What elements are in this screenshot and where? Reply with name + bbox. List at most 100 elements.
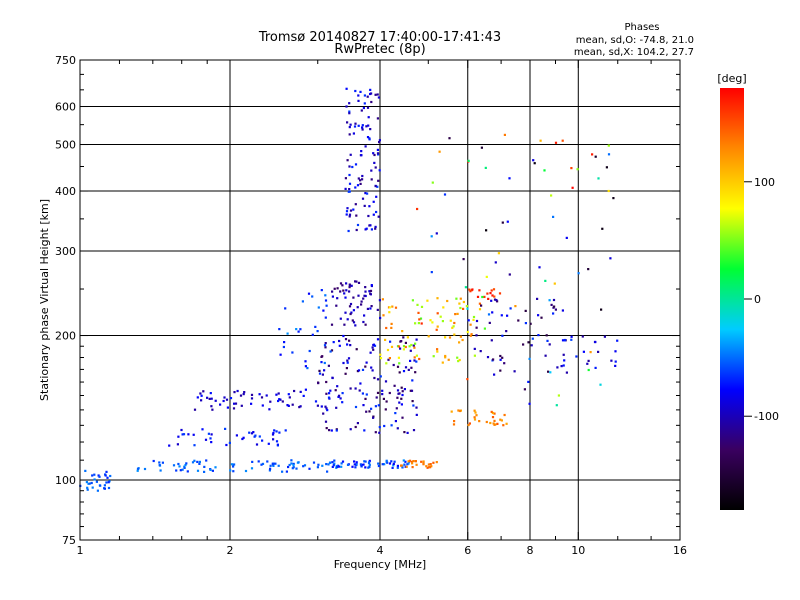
data-point (361, 124, 364, 127)
data-point (373, 161, 376, 164)
data-point (436, 325, 439, 328)
data-point (390, 322, 393, 325)
data-point (381, 389, 384, 392)
data-point (364, 290, 367, 293)
data-point (552, 312, 555, 315)
data-point (473, 409, 476, 412)
data-point (107, 481, 110, 484)
data-point (374, 405, 377, 408)
data-point (381, 463, 384, 466)
data-point (198, 462, 201, 465)
data-point (172, 464, 176, 467)
data-point (540, 316, 543, 319)
data-point (348, 283, 351, 286)
data-point (346, 359, 349, 362)
data-point (346, 463, 350, 466)
data-point (469, 323, 472, 326)
data-point (348, 188, 351, 191)
x-tick-label: 2 (227, 544, 234, 557)
data-point (364, 365, 367, 368)
data-point (485, 420, 488, 424)
data-point (352, 296, 355, 299)
data-point (385, 400, 388, 403)
data-point (276, 443, 279, 446)
data-point (109, 474, 112, 478)
data-point (396, 389, 400, 392)
data-point (324, 405, 327, 408)
data-point (228, 441, 231, 444)
data-point (486, 292, 489, 295)
data-point (614, 360, 617, 363)
data-point (255, 443, 259, 446)
data-point (555, 404, 558, 407)
data-point (394, 306, 398, 309)
data-point (299, 390, 302, 393)
data-point (318, 369, 321, 372)
data-point (470, 333, 473, 336)
data-point (339, 397, 342, 400)
data-point (364, 145, 367, 148)
data-point (384, 408, 387, 411)
data-point (562, 353, 565, 356)
data-point (277, 392, 280, 395)
data-point (269, 467, 272, 470)
data-point (458, 302, 461, 305)
data-point (411, 400, 414, 403)
data-point (492, 358, 495, 361)
data-point (493, 423, 496, 426)
data-point (473, 347, 476, 350)
x-tick-label: 6 (464, 544, 471, 557)
data-point (370, 92, 373, 95)
data-point (523, 388, 526, 391)
data-point (466, 307, 469, 310)
data-point (381, 393, 384, 396)
data-point (448, 336, 452, 339)
data-point (348, 133, 351, 136)
data-point (338, 339, 341, 343)
data-point (354, 89, 357, 93)
data-point (430, 235, 433, 238)
data-point (371, 369, 374, 372)
data-point (390, 326, 393, 329)
data-point (363, 294, 366, 297)
data-point (356, 306, 359, 309)
data-point (203, 465, 206, 468)
data-point (420, 322, 423, 325)
data-point (200, 399, 203, 402)
data-point (370, 366, 373, 369)
data-point (272, 464, 275, 467)
data-point (376, 148, 379, 151)
data-point (468, 288, 471, 291)
data-point (500, 314, 503, 317)
data-point (420, 460, 423, 463)
data-point (182, 433, 186, 436)
data-point (478, 289, 481, 292)
data-point (430, 465, 433, 468)
data-point (357, 294, 360, 297)
data-point (403, 463, 406, 466)
data-point (390, 424, 393, 427)
data-point (503, 133, 506, 136)
data-point (577, 272, 580, 275)
x-tick-label: 4 (377, 544, 384, 557)
data-point (410, 389, 414, 392)
data-point (415, 360, 418, 363)
y-tick-label: 100 (55, 474, 76, 487)
data-point (308, 467, 311, 470)
data-point (181, 433, 184, 436)
data-point (372, 213, 375, 216)
data-point (224, 427, 227, 430)
data-point (372, 348, 375, 351)
data-point (208, 397, 211, 400)
data-point (371, 346, 374, 349)
data-point (388, 357, 391, 360)
data-point (390, 460, 393, 463)
data-point (614, 350, 617, 353)
data-point (506, 314, 509, 317)
data-point (377, 404, 380, 407)
data-point (180, 428, 183, 432)
data-point (431, 181, 434, 184)
data-point (291, 351, 294, 354)
data-point (393, 460, 396, 463)
x-tick-label: 1 (77, 544, 84, 557)
